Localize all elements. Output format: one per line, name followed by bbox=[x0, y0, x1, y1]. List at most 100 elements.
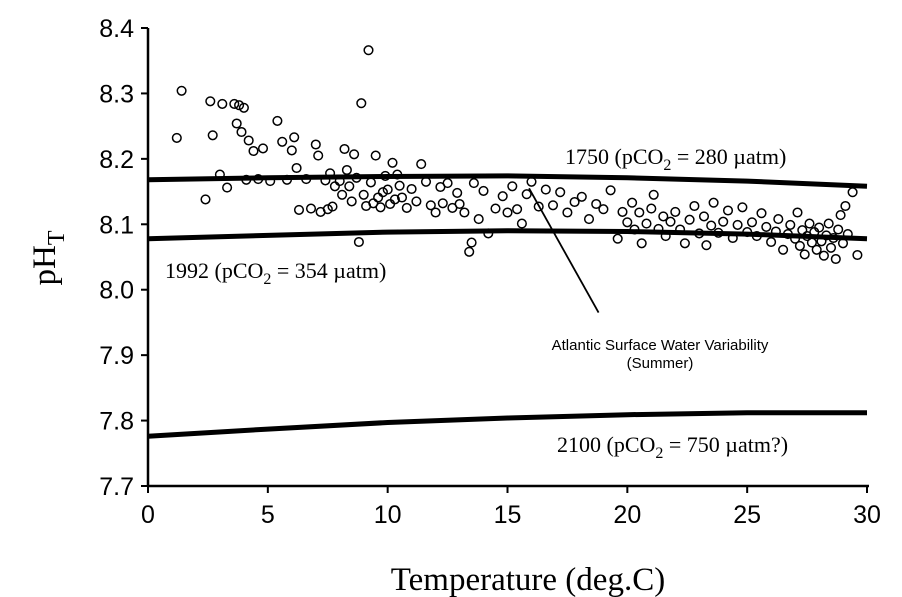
data-point bbox=[344, 181, 355, 192]
pco2-curves bbox=[147, 173, 868, 439]
data-point bbox=[291, 162, 302, 174]
annotation-arrow bbox=[528, 187, 600, 314]
data-point bbox=[598, 204, 609, 215]
data-point bbox=[387, 157, 398, 168]
data-point bbox=[356, 98, 367, 109]
data-point bbox=[293, 204, 305, 215]
data-point bbox=[718, 216, 729, 227]
data-point bbox=[478, 185, 489, 196]
data-point bbox=[814, 222, 825, 233]
axes-frame bbox=[141, 27, 869, 493]
data-point bbox=[363, 45, 374, 56]
data-point bbox=[382, 184, 393, 195]
data-point bbox=[778, 244, 789, 255]
data-point bbox=[490, 203, 501, 214]
data-point bbox=[217, 98, 228, 109]
data-point bbox=[289, 132, 300, 143]
data-point bbox=[473, 214, 484, 225]
curve-0 bbox=[147, 173, 868, 189]
x-tick-label: 0 bbox=[141, 501, 155, 529]
data-point bbox=[521, 189, 532, 200]
data-point bbox=[646, 203, 657, 214]
y-axis-title-main: pH bbox=[27, 245, 63, 285]
data-point bbox=[377, 187, 388, 198]
curve-label-part: = 354 µatm) bbox=[271, 258, 386, 283]
y-axis-title-sub: T bbox=[44, 230, 70, 245]
data-point bbox=[222, 182, 233, 193]
data-point bbox=[576, 191, 587, 202]
data-point bbox=[243, 135, 254, 146]
data-point bbox=[833, 224, 844, 235]
data-point bbox=[804, 218, 815, 229]
annotation-text: Atlantic Surface Water Variability bbox=[552, 337, 769, 354]
data-point bbox=[329, 181, 340, 192]
data-point bbox=[327, 201, 338, 212]
data-point bbox=[337, 189, 348, 200]
data-point bbox=[365, 177, 376, 188]
data-point bbox=[756, 208, 767, 219]
data-point bbox=[466, 237, 477, 248]
x-tick-label: 30 bbox=[853, 501, 881, 529]
y-tick-label: 7.8 bbox=[99, 408, 134, 436]
data-point bbox=[547, 200, 559, 211]
data-point bbox=[679, 238, 690, 249]
data-point bbox=[766, 236, 777, 248]
curve-label-part: 2 bbox=[263, 271, 271, 288]
data-point bbox=[617, 206, 628, 217]
y-tick-label: 8.4 bbox=[99, 15, 134, 43]
curve-label-part: 1750 (pCO bbox=[565, 144, 663, 169]
data-point bbox=[442, 178, 453, 189]
data-point bbox=[411, 196, 422, 207]
x-tick-label: 10 bbox=[374, 501, 402, 529]
data-point bbox=[658, 211, 669, 222]
data-point bbox=[706, 220, 717, 231]
data-point bbox=[698, 211, 710, 222]
data-point bbox=[200, 194, 211, 205]
data-point bbox=[207, 130, 218, 141]
data-point bbox=[689, 200, 700, 212]
data-point bbox=[823, 218, 834, 229]
curve-label-0: 1750 (pCO2 = 280 µatm) bbox=[565, 144, 786, 174]
data-point bbox=[830, 253, 841, 265]
data-point bbox=[732, 219, 743, 230]
data-point bbox=[277, 136, 288, 147]
data-point bbox=[792, 207, 803, 218]
data-point bbox=[425, 200, 436, 211]
data-point bbox=[622, 217, 633, 228]
data-point bbox=[358, 189, 369, 200]
data-point bbox=[797, 225, 808, 236]
data-point bbox=[555, 187, 566, 198]
data-point bbox=[497, 191, 508, 202]
data-point bbox=[373, 192, 384, 203]
y-axis-title: pHT bbox=[27, 230, 70, 285]
data-point bbox=[236, 126, 247, 138]
data-point bbox=[341, 164, 352, 176]
data-point bbox=[430, 207, 441, 218]
data-point bbox=[459, 207, 470, 218]
data-point bbox=[370, 150, 381, 161]
data-point bbox=[746, 217, 758, 228]
data-point bbox=[785, 219, 796, 230]
data-point bbox=[406, 183, 417, 195]
x-axis-title: Temperature (deg.C) bbox=[391, 562, 665, 597]
data-point bbox=[818, 250, 829, 261]
data-point bbox=[349, 149, 360, 160]
data-point bbox=[464, 246, 475, 257]
curve-2 bbox=[147, 410, 867, 439]
data-point bbox=[794, 240, 805, 251]
annotation-text: (Summer) bbox=[627, 355, 694, 372]
data-point bbox=[665, 216, 676, 227]
data-point bbox=[171, 132, 182, 143]
data-point bbox=[605, 185, 616, 196]
data-point bbox=[353, 236, 364, 248]
annotation: Atlantic Surface Water Variability(Summe… bbox=[528, 187, 769, 372]
data-point bbox=[257, 143, 269, 154]
data-point bbox=[416, 159, 427, 170]
data-point bbox=[627, 197, 638, 208]
data-point bbox=[840, 200, 851, 212]
data-point bbox=[394, 180, 405, 191]
data-point bbox=[583, 214, 595, 225]
y-tick-label: 8.1 bbox=[99, 211, 134, 239]
curve-label-part: 2100 (pCO bbox=[557, 432, 655, 457]
